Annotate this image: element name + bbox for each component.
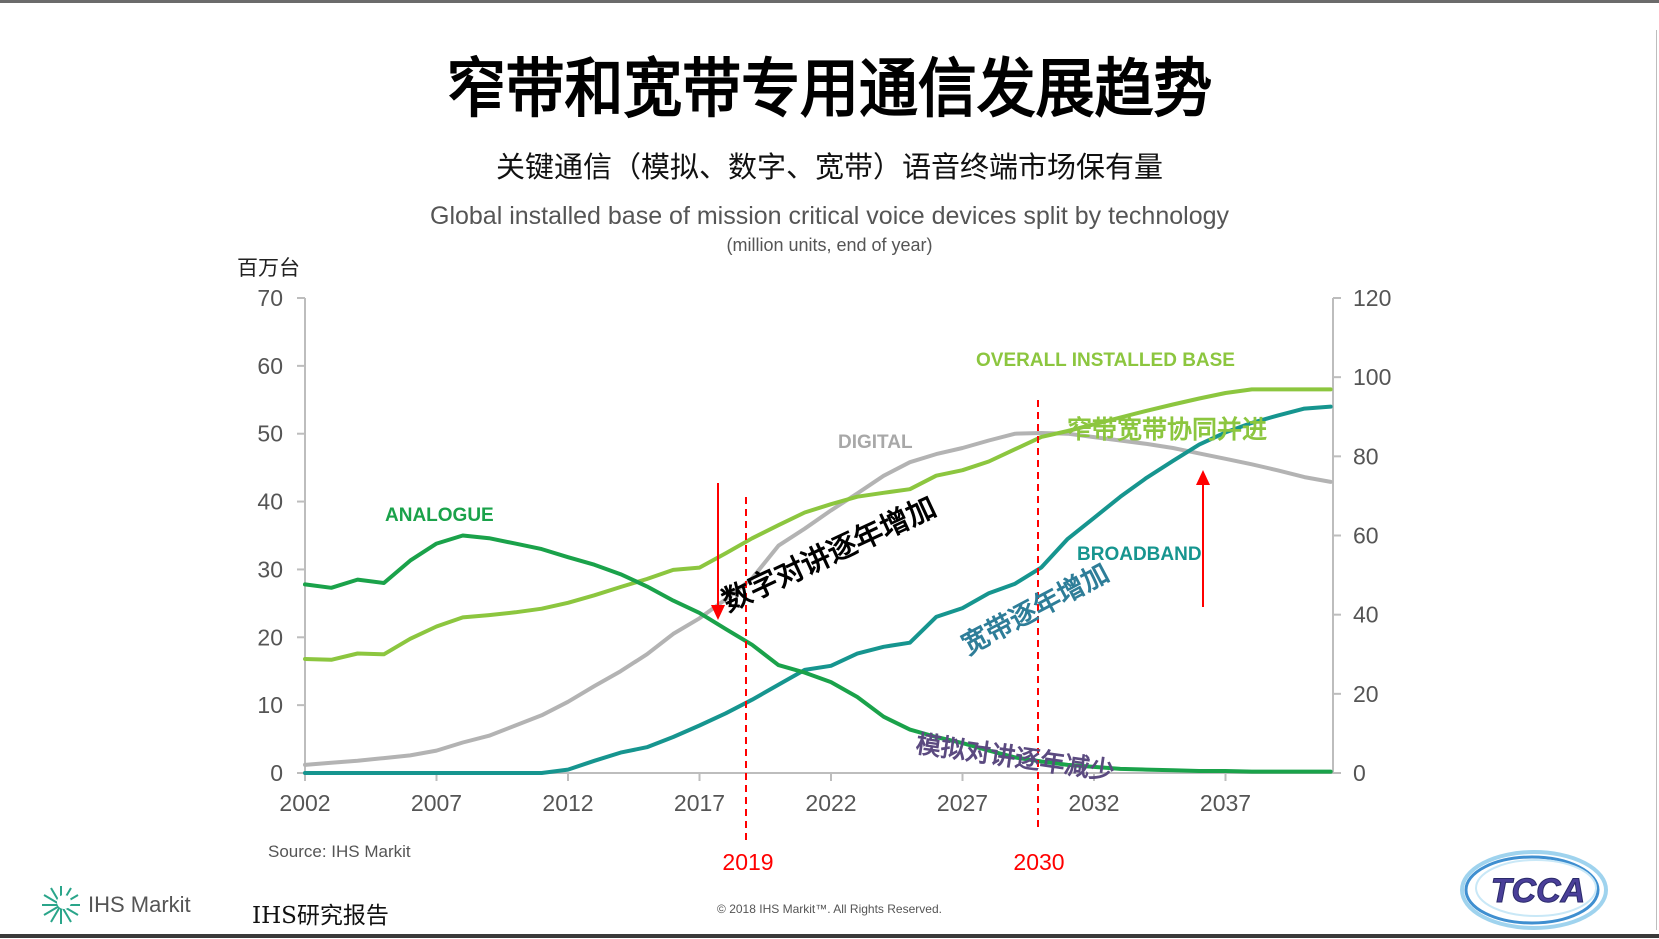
source-note: Source: IHS Markit: [268, 842, 411, 861]
ihs-swirl-icon: [40, 884, 82, 926]
x-tick-label: 2037: [1200, 790, 1251, 816]
y-tick-label-left: 10: [257, 692, 283, 718]
y-tick-label-right: 40: [1353, 602, 1379, 628]
ihs-logo-text: IHS Markit: [88, 892, 191, 917]
tcca-logo: TCCA: [1452, 838, 1612, 934]
y-tick-label-right: 120: [1353, 285, 1391, 311]
label-analogue: ANALOGUE: [385, 505, 494, 526]
x-tick-label: 2012: [542, 790, 593, 816]
note-coexist: 窄带宽带协同并进: [1067, 415, 1267, 444]
note-analogue-decrease: 模拟对讲逐年减少: [914, 729, 1116, 786]
x-tick-label: 2022: [805, 790, 856, 816]
label-overall: OVERALL INSTALLED BASE: [976, 350, 1235, 371]
y-tick-label-right: 100: [1353, 364, 1391, 390]
series-line-digital: [303, 431, 1333, 767]
marker-2019-label: 2019: [722, 849, 773, 875]
down-arrow-head-icon: [711, 605, 725, 620]
label-digital: DIGITAL: [838, 432, 913, 453]
x-tick-label: 2027: [937, 790, 988, 816]
copyright-text: © 2018 IHS Markit™. All Rights Reserved.: [717, 902, 942, 916]
y-tick-label-right: 0: [1353, 760, 1366, 786]
slide-subtitle-cn: 关键通信（模拟、数字、宽带）语音终端市场保有量: [495, 150, 1163, 184]
series-line-analogue: [303, 533, 1333, 774]
y-tick-label-right: 60: [1353, 523, 1379, 549]
chart-title: Global installed base of mission critica…: [430, 202, 1229, 230]
label-broadband: BROADBAND: [1077, 544, 1202, 565]
slide-title: 窄带和宽带专用通信发展趋势: [446, 53, 1213, 127]
y-tick-label-right: 80: [1353, 443, 1379, 469]
y-axis-unit-label: 百万台: [237, 256, 300, 280]
series-labels: ANALOGUE DIGITAL BROADBAND OVERALL INSTA…: [385, 350, 1235, 565]
up-arrow-head-icon: [1196, 470, 1210, 485]
x-tick-label: 2032: [1068, 790, 1119, 816]
annotations: 2019 2030 数字对讲逐年增加 宽带逐年增加 模拟对讲逐年减少 窄带宽带协…: [711, 400, 1267, 875]
slide-edge: [1656, 30, 1657, 930]
chart-subtitle: (million units, end of year): [726, 235, 933, 255]
top-border: [0, 0, 1659, 3]
y-tick-label-left: 30: [257, 556, 283, 582]
note-digital-increase: 数字对讲逐年增加: [717, 489, 942, 618]
ihs-report-label: IHS研究报告: [252, 903, 389, 929]
x-tick-label: 2017: [674, 790, 725, 816]
x-tick-label: 2007: [411, 790, 462, 816]
y-tick-label-left: 40: [257, 489, 283, 515]
tcca-logo-text: TCCA: [1491, 872, 1585, 910]
series-line-overall-installed-base: [303, 387, 1333, 662]
y-tick-label-left: 70: [257, 285, 283, 311]
series-line-broadband: [303, 404, 1333, 775]
y-tick-label-left: 20: [257, 624, 283, 650]
y-tick-label-left: 0: [270, 760, 283, 786]
x-tick-label: 2002: [279, 790, 330, 816]
marker-2030-label: 2030: [1013, 849, 1064, 875]
bottom-border: [0, 934, 1659, 938]
y-tick-label-left: 50: [257, 421, 283, 447]
chart-series: [303, 387, 1333, 775]
ihs-markit-logo: IHS Markit: [40, 883, 191, 927]
y-tick-label-left: 60: [257, 353, 283, 379]
y-tick-label-right: 20: [1353, 681, 1379, 707]
